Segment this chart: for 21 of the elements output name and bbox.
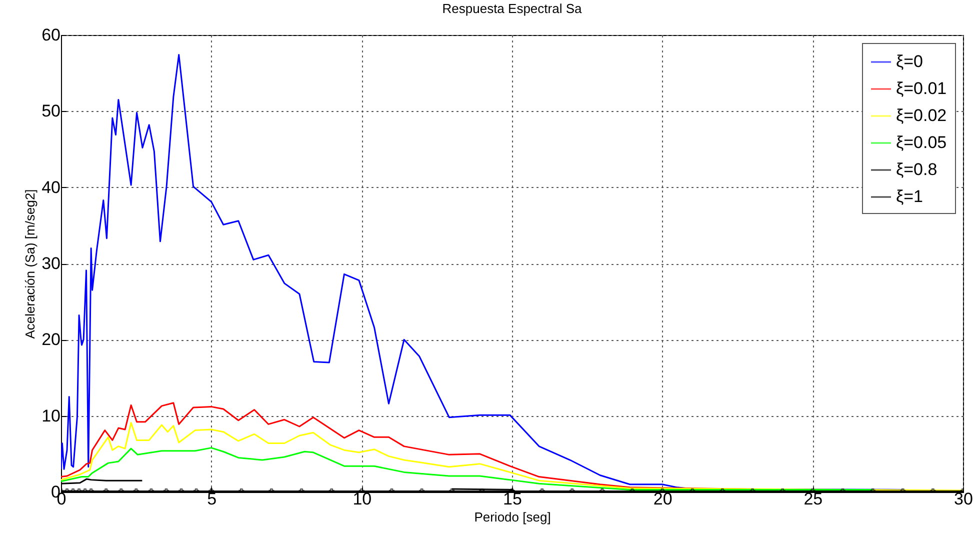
x-tick-label: 10: [352, 490, 372, 508]
legend-label: ξ=0: [896, 52, 923, 71]
chart-title: Respuesta Espectral Sa: [442, 1, 582, 16]
y-tick-label: 40: [42, 178, 60, 197]
x-tick-label: 5: [207, 490, 217, 508]
y-tick-label: 50: [42, 102, 60, 121]
x-tick-label: 30: [954, 490, 973, 508]
y-tick-label: 10: [42, 406, 60, 426]
y-tick-label: 30: [42, 254, 60, 273]
x-axis-title: Periodo [seg]: [474, 510, 551, 524]
legend-label: ξ=0.8: [896, 160, 938, 179]
legend-label: ξ=0.02: [896, 106, 947, 125]
legend-label: ξ=1: [896, 187, 923, 206]
y-tick-label: 20: [42, 330, 60, 350]
legend-label: ξ=0.01: [896, 79, 947, 98]
legend-label: ξ=0.05: [896, 133, 947, 152]
y-tick-label: 60: [42, 26, 60, 44]
y-axis-title: Aceleración (Sa) [m/seg2]: [22, 189, 38, 339]
x-tick-label: 15: [503, 490, 522, 508]
x-tick-label: 25: [804, 490, 823, 508]
x-tick-label: 20: [653, 490, 672, 508]
